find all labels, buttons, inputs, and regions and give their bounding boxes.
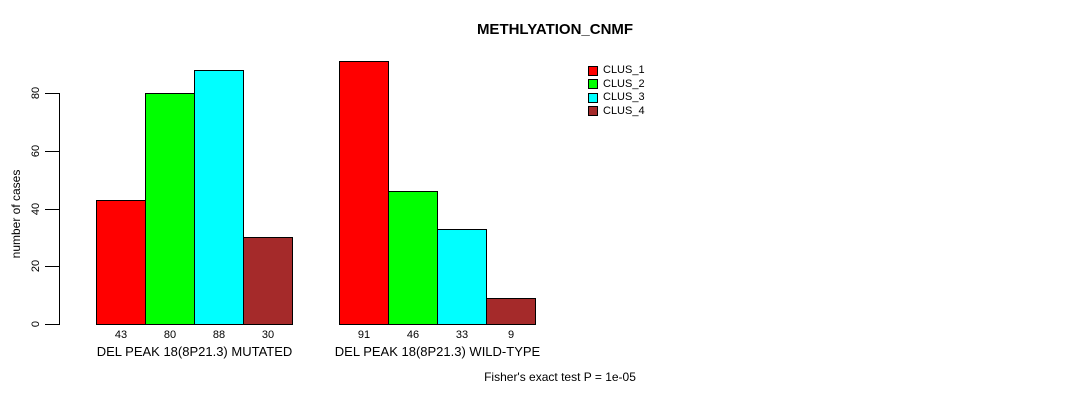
legend-item: CLUS_1	[588, 64, 645, 78]
group-label: DEL PEAK 18(8P21.3) WILD-TYPE	[334, 344, 541, 359]
y-tick-label: 40	[30, 202, 42, 215]
bar-value-label: 30	[261, 329, 275, 341]
legend-swatch	[588, 79, 598, 90]
bar-value-label: 91	[357, 329, 371, 341]
bar	[388, 191, 438, 325]
legend-label: CLUS_4	[603, 104, 645, 117]
bar-value-label: 43	[114, 329, 128, 341]
y-tick-label: 60	[30, 144, 42, 157]
bar-value-label: 80	[163, 329, 177, 341]
y-tick-label: 20	[30, 260, 42, 273]
y-tick	[45, 150, 59, 152]
y-tick	[45, 93, 59, 94]
legend-swatch	[588, 65, 598, 76]
y-tick	[45, 266, 59, 268]
legend-swatch	[588, 92, 598, 103]
bar	[486, 298, 536, 325]
legend-item: CLUS_4	[588, 105, 645, 119]
legend: CLUS_1 CLUS_2 CLUS_3 CLUS_4	[588, 64, 645, 118]
legend-label: CLUS_3	[603, 91, 645, 104]
bar	[194, 70, 244, 325]
y-tick	[45, 324, 59, 325]
group-label: DEL PEAK 18(8P21.3) MUTATED	[96, 344, 293, 359]
legend-swatch	[588, 106, 598, 117]
legend-item: CLUS_3	[588, 91, 645, 105]
legend-item: CLUS_2	[588, 78, 645, 92]
y-tick-label: 0	[30, 320, 42, 328]
y-axis-line	[59, 93, 60, 325]
bar-value-label: 33	[455, 329, 469, 341]
chart-title: METHLYATION_CNMF	[476, 21, 634, 38]
bar	[339, 61, 389, 325]
legend-label: CLUS_2	[603, 77, 645, 90]
y-tick	[45, 208, 59, 210]
y-axis-title: number of cases	[9, 169, 23, 259]
bar	[243, 237, 293, 325]
y-tick-label: 80	[30, 86, 42, 100]
bar-value-label: 46	[406, 329, 420, 341]
bar	[437, 229, 487, 325]
bar	[145, 93, 195, 325]
legend-label: CLUS_1	[603, 64, 645, 77]
footnote: Fisher's exact test P = 1e-05	[484, 370, 636, 384]
bar	[96, 200, 146, 325]
bar-value-label: 88	[212, 329, 226, 341]
bar-value-label: 9	[507, 329, 515, 341]
